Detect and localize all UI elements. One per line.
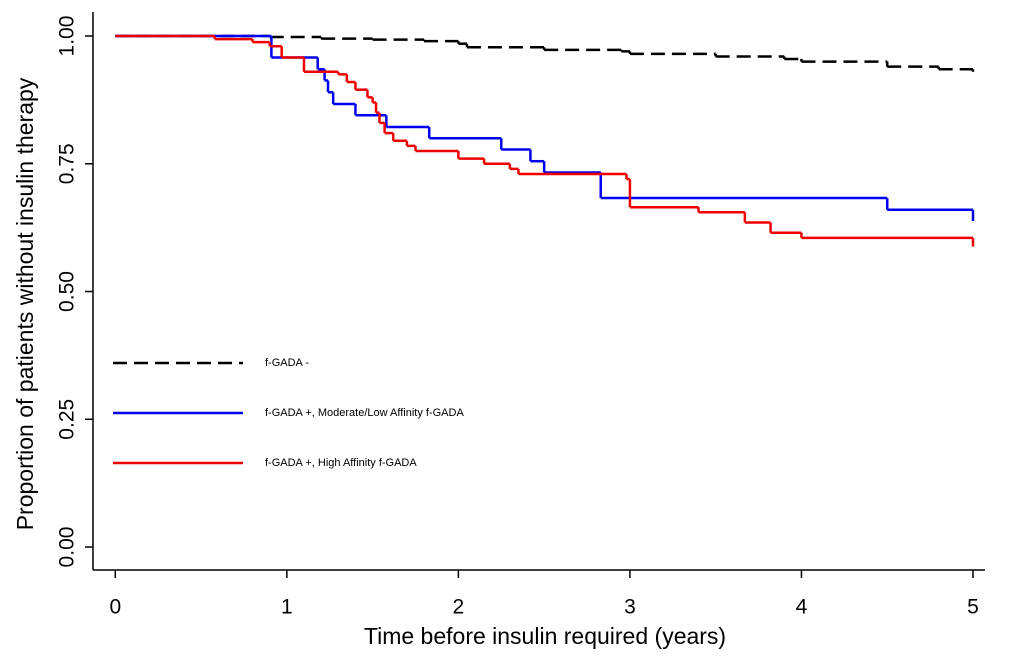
y-tick-label: 0.75 [56,143,79,184]
legend-label: f-GADA +, High Affinity f-GADA [265,457,417,469]
y-tick-label: 0.50 [56,271,79,312]
legend-label: f-GADA - [265,357,309,369]
y-tick-label: 0.25 [56,399,79,440]
x-axis-title: Time before insulin required (years) [364,623,726,649]
x-tick-label: 1 [281,596,293,619]
x-tick-label: 0 [109,596,121,619]
y-axis-title: Proportion of patients without insulin t… [12,77,38,530]
legend-label: f-GADA +, Moderate/Low Affinity f-GADA [265,407,464,419]
x-tick-label: 5 [967,596,979,619]
x-tick-label: 4 [796,596,808,619]
y-tick-label: 1.00 [56,16,79,57]
y-tick-label: 0.00 [56,527,79,568]
x-tick-label: 2 [453,596,465,619]
x-tick-label: 3 [624,596,636,619]
